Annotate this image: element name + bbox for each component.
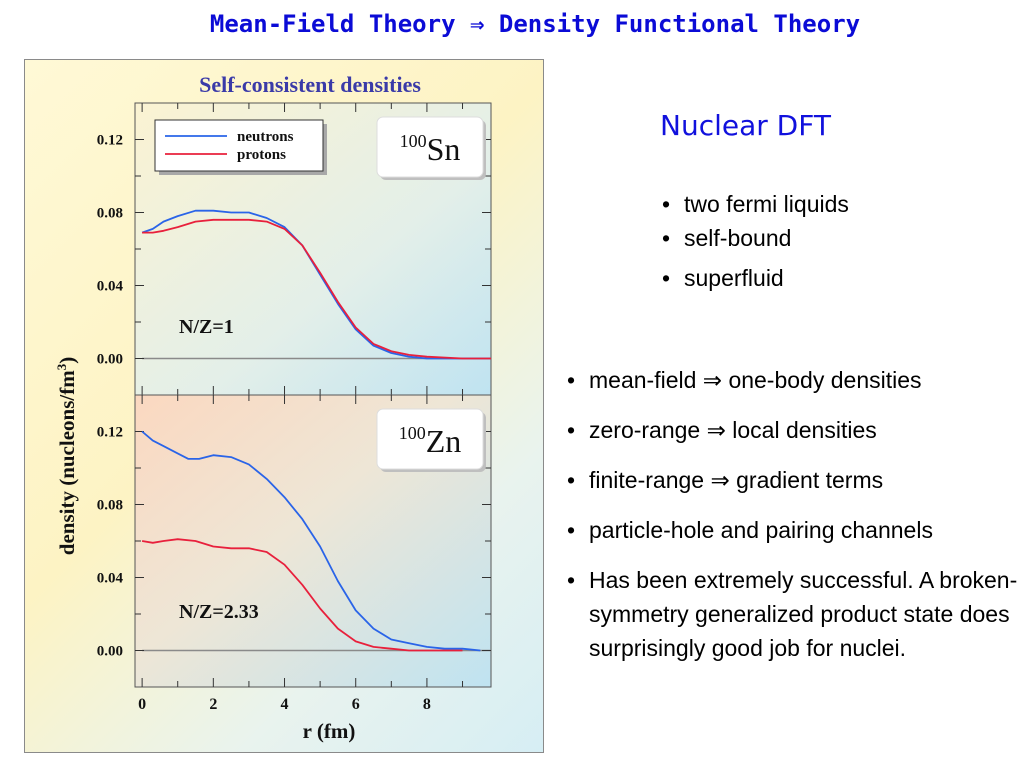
density-chart: 0.00 0.04 0.08 0.12 100Sn N/Z=1 neutrons proton… — [54, 72, 492, 743]
nuclear-dft-heading: Nuclear DFT — [660, 109, 831, 142]
list-item: Has been extremely successful. A broken-… — [563, 563, 1023, 665]
nucleus-box — [376, 116, 484, 178]
x-tick-label: 8 — [423, 696, 431, 713]
list-item: superfluid — [658, 261, 849, 295]
nucleus-label: 100Sn — [400, 131, 461, 167]
y-axis-label: density (nucleons/fm3) — [54, 357, 79, 555]
list-item: mean-field ⇒ one-body densities — [563, 363, 1023, 397]
list-item: zero-range ⇒ local densities — [563, 413, 1023, 447]
slide-title: Mean-Field Theory ⇒ Density Functional T… — [209, 10, 861, 38]
series-line-neutrons — [141, 430, 481, 652]
x-tick-label: 0 — [138, 696, 146, 713]
legend-box — [154, 119, 324, 172]
points-list: mean-field ⇒ one-body densities zero-ran… — [563, 363, 1023, 681]
x-tick-label: 6 — [352, 696, 360, 713]
ratio-annotation: N/Z=1 — [179, 316, 234, 338]
y-tick-label: 0.08 — [97, 206, 123, 222]
list-item: finite-range ⇒ gradient terms — [563, 463, 1023, 497]
y-tick-label: 0.08 — [97, 498, 123, 514]
figure-title: Self-consistent densities — [199, 72, 421, 97]
list-item: self-bound — [658, 221, 849, 255]
density-figure: 0.00 0.04 0.08 0.12 100Sn N/Z=1 neutrons proton… — [24, 59, 544, 753]
series-line-protons — [142, 218, 491, 360]
list-item: particle-hole and pairing channels — [563, 513, 1023, 547]
y-tick-label: 0.00 — [97, 644, 123, 660]
legend-label-protons: protons — [237, 147, 286, 163]
y-tick-label: 0.12 — [97, 425, 123, 441]
y-tick-label: 0.04 — [97, 279, 124, 295]
y-tick-label: 0.04 — [97, 571, 124, 587]
list-item: two fermi liquids — [658, 187, 849, 221]
x-axis-label: r (fm) — [303, 719, 356, 743]
x-tick-label: 4 — [281, 696, 289, 713]
series-line-protons — [141, 538, 463, 652]
nuclear-dft-list: two fermi liquids self-bound superfluid — [658, 187, 849, 295]
nucleus-label: 100Zn — [399, 423, 462, 459]
x-tick-label: 2 — [209, 696, 217, 713]
nucleus-box — [376, 408, 484, 470]
legend-label-neutrons: neutrons — [237, 129, 294, 145]
y-tick-label: 0.00 — [97, 352, 123, 368]
y-tick-label: 0.12 — [97, 133, 123, 149]
ratio-annotation: N/Z=2.33 — [179, 601, 259, 623]
